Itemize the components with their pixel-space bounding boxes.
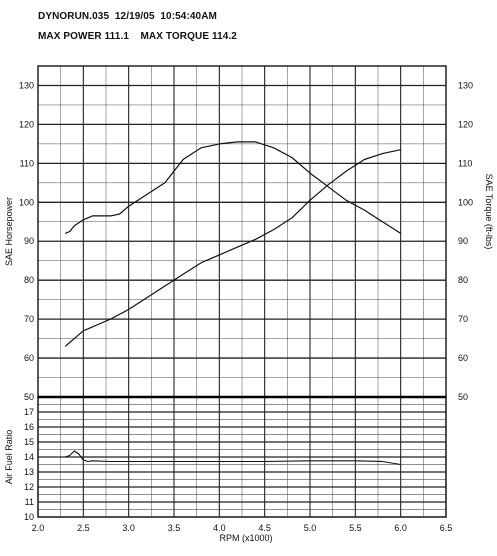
max-torque-label: MAX TORQUE 114.2 — [140, 31, 237, 42]
y-tick-label-right: 90 — [458, 236, 468, 246]
x-tick-label: 5.0 — [304, 523, 317, 533]
y-axis-label-torque: SAE Torque (ft-lbs) — [484, 174, 494, 250]
series-layer — [64, 141, 402, 466]
y-tick-label-right: 100 — [458, 197, 473, 207]
y-tick-label-right: 50 — [458, 392, 468, 402]
afr-tick-label: 16 — [24, 422, 34, 432]
y-tick-label-left: 120 — [19, 119, 34, 129]
y-tick-label-left: 110 — [20, 158, 34, 168]
y-axis-label-air-fuel: Air Fuel Ratio — [4, 430, 14, 485]
y-tick-label-left: 130 — [19, 80, 34, 90]
afr-tick-label: 17 — [24, 407, 34, 417]
afr-tick-label: 15 — [24, 437, 34, 447]
y-axis-label-horsepower: SAE Horsepower — [4, 197, 14, 266]
tick-labels: 50 60 70 80 90 100 110 120 130 50 60 70 80 90 100 110 12… — [19, 80, 473, 533]
afr-tick-label: 14 — [24, 452, 34, 462]
y-tick-label-right: 120 — [458, 119, 473, 129]
afr-tick-label: 13 — [24, 467, 34, 477]
run-file-name: DYNORUN.035 — [38, 11, 110, 22]
air-fuel-series-line — [65, 450, 401, 466]
x-tick-label: 2.0 — [32, 523, 45, 533]
run-date: 12/19/05 — [114, 11, 155, 22]
y-tick-label-left: 60 — [24, 353, 34, 363]
afr-tick-label: 10 — [24, 512, 34, 522]
max-values-header: MAX POWER 111.1 MAX TORQUE 114.2 — [38, 31, 237, 42]
x-tick-label: 5.5 — [349, 523, 362, 533]
max-power-label: MAX POWER 111.1 — [38, 31, 129, 42]
x-tick-label: 6.0 — [394, 523, 407, 533]
y-tick-label-right: 60 — [458, 353, 468, 363]
y-tick-label-left: 50 — [24, 392, 34, 402]
y-tick-label-left: 90 — [24, 236, 34, 246]
y-tick-label-left: 70 — [24, 314, 34, 324]
y-tick-label-right: 80 — [458, 275, 468, 285]
horsepower-series-line — [64, 149, 401, 347]
x-tick-label: 3.0 — [122, 523, 135, 533]
x-axis-label-rpm: RPM (x1000) — [219, 533, 272, 543]
run-info-header: DYNORUN.035 12/19/05 10:54:40AM — [38, 11, 217, 22]
x-tick-label: 2.5 — [77, 523, 90, 533]
torque-series-line — [64, 141, 402, 234]
y-tick-label-right: 70 — [458, 314, 468, 324]
x-tick-label: 4.5 — [258, 523, 271, 533]
afr-tick-label: 12 — [24, 482, 34, 492]
y-tick-label-left: 100 — [19, 197, 34, 207]
y-tick-label-right: 130 — [458, 80, 473, 90]
y-tick-label-left: 80 — [24, 275, 34, 285]
x-tick-label: 3.5 — [168, 523, 181, 533]
x-tick-label: 4.0 — [213, 523, 226, 533]
afr-tick-label: 11 — [25, 497, 34, 507]
x-tick-label: 6.5 — [440, 523, 453, 533]
y-tick-label-right: 110 — [458, 158, 472, 168]
run-time: 10:54:40AM — [160, 11, 217, 22]
air-fuel-grid — [37, 395, 447, 518]
